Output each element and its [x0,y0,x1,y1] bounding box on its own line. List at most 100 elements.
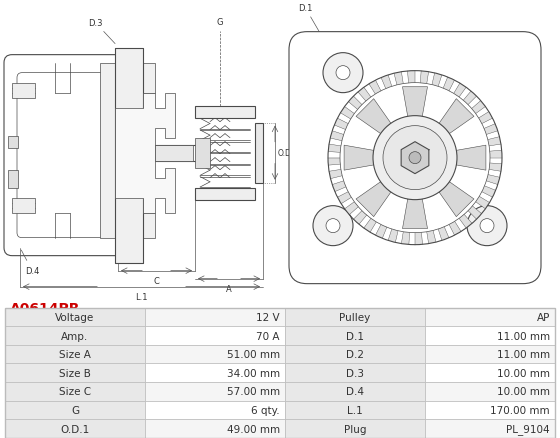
Text: 49.00 mm: 49.00 mm [227,424,280,434]
Polygon shape [484,124,498,135]
Bar [285,364,425,382]
Bar [5,308,145,326]
Text: 170.00 mm: 170.00 mm [491,405,550,415]
Bar [8,170,18,188]
Text: 10.00 mm: 10.00 mm [497,368,550,378]
Polygon shape [479,113,492,124]
Bar [5,326,145,345]
Polygon shape [439,182,474,217]
Text: Voltage: Voltage [55,312,95,322]
Bar [145,364,285,382]
Text: G: G [71,405,79,415]
Bar [425,326,555,345]
Polygon shape [356,182,391,217]
Polygon shape [381,76,392,89]
Bar [255,124,263,183]
Polygon shape [486,175,500,185]
Text: L.1: L.1 [135,292,147,301]
Polygon shape [100,49,155,263]
Polygon shape [358,88,371,102]
Text: 10.00 mm: 10.00 mm [497,386,550,396]
Polygon shape [328,145,341,153]
Bar [5,382,145,401]
Bar [195,188,255,200]
Polygon shape [330,131,344,141]
Polygon shape [344,146,374,171]
Polygon shape [353,211,367,225]
FancyBboxPatch shape [17,74,112,238]
Circle shape [373,117,457,200]
Circle shape [336,67,350,81]
Polygon shape [421,72,428,85]
Text: D.3: D.3 [88,18,115,45]
Polygon shape [394,73,403,86]
Bar [285,401,425,420]
Bar [425,345,555,364]
Polygon shape [432,74,442,87]
Polygon shape [449,222,461,236]
Text: 11.00 mm: 11.00 mm [497,350,550,359]
Polygon shape [376,225,387,239]
Polygon shape [415,233,422,245]
Bar [155,145,193,161]
Text: D.1: D.1 [298,4,342,71]
Bar [195,106,255,118]
Polygon shape [388,230,398,243]
Circle shape [480,219,494,233]
Polygon shape [356,99,391,134]
Polygon shape [488,138,501,147]
Bar [195,138,210,168]
Bar [5,420,145,438]
Bar [145,401,285,420]
Polygon shape [401,142,429,174]
Text: Size A: Size A [59,350,91,359]
Bar [145,382,285,401]
FancyBboxPatch shape [4,56,125,256]
Bar [145,345,285,364]
Bar [425,401,555,420]
Bar [5,401,145,420]
Text: D.4: D.4 [21,251,39,275]
Polygon shape [459,215,472,229]
Polygon shape [348,97,362,110]
Text: AP: AP [536,312,550,322]
Polygon shape [454,84,466,98]
Bar [8,136,18,148]
Bar [425,420,555,438]
Circle shape [323,53,363,93]
Bar [285,308,425,326]
Text: 11.00 mm: 11.00 mm [497,331,550,341]
Bar [285,420,425,438]
Text: 51.00 mm: 51.00 mm [227,350,280,359]
Bar [115,49,143,263]
Text: D.2: D.2 [298,229,332,280]
Circle shape [326,219,340,233]
Polygon shape [369,81,381,95]
Polygon shape [12,198,35,213]
Polygon shape [463,92,477,106]
Text: PL_9104: PL_9104 [506,423,550,434]
Text: L.1: L.1 [347,405,363,415]
Text: D.2: D.2 [346,350,364,359]
Bar [145,308,285,326]
Bar [285,345,425,364]
Polygon shape [340,107,354,120]
Polygon shape [482,187,496,198]
Polygon shape [344,202,358,215]
Polygon shape [12,84,35,99]
Text: Amp.: Amp. [62,331,88,341]
Bar [145,326,285,345]
Text: 12 V: 12 V [256,312,280,322]
Text: D.4: D.4 [346,386,364,396]
Text: D.1: D.1 [346,331,364,341]
Bar [425,308,555,326]
Text: Pulley: Pulley [339,312,371,322]
Text: 6 qty.: 6 qty. [251,405,280,415]
Polygon shape [403,88,427,117]
Text: G: G [217,18,223,27]
Bar [425,382,555,401]
Polygon shape [490,151,502,158]
Text: Size B: Size B [59,368,91,378]
FancyBboxPatch shape [289,32,541,284]
Polygon shape [438,227,449,241]
